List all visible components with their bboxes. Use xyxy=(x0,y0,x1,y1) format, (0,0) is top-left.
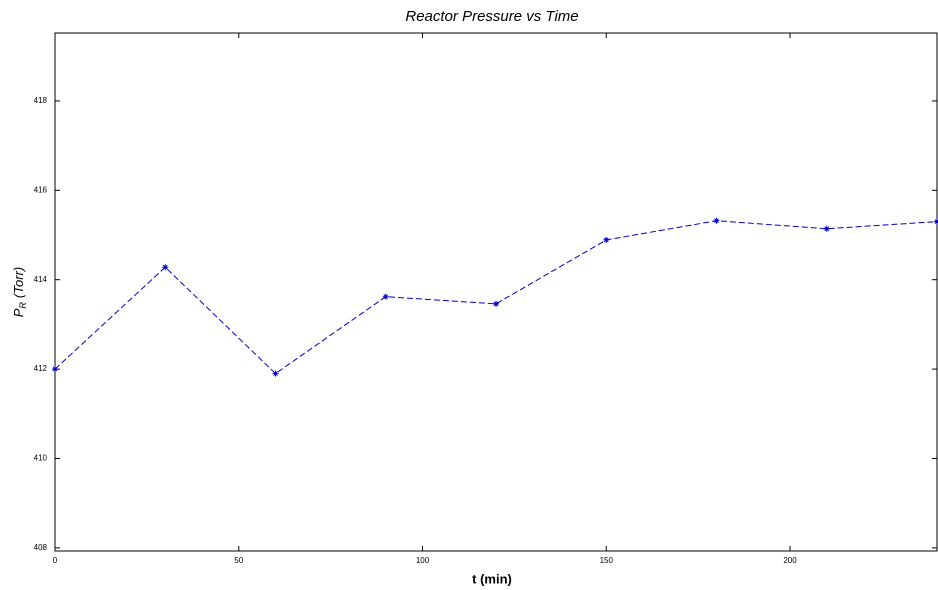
x-tick-label: 200 xyxy=(783,556,797,565)
chart-title: Reactor Pressure vs Time xyxy=(405,8,578,25)
y-label-unit: (Torr) xyxy=(11,267,26,298)
y-tick-label: 418 xyxy=(34,96,48,105)
x-axis-label: t (min) xyxy=(472,571,512,586)
data-point xyxy=(493,300,499,307)
plot-frame xyxy=(54,32,938,552)
y-label-symbol: P xyxy=(11,308,26,317)
y-label-subscript: R xyxy=(18,302,28,309)
data-point xyxy=(162,264,169,271)
data-point xyxy=(713,217,720,224)
y-tick-label: 412 xyxy=(34,364,48,373)
x-tick-label: 0 xyxy=(53,556,58,565)
y-axis-label: PR (Torr) xyxy=(11,267,28,317)
data-point xyxy=(603,236,610,243)
data-point xyxy=(382,293,389,300)
y-tick-label: 410 xyxy=(34,454,48,463)
data-point xyxy=(934,218,938,225)
data-point xyxy=(52,366,58,373)
y-tick-label: 408 xyxy=(34,543,48,552)
x-tick-label: 100 xyxy=(416,556,430,565)
data-point xyxy=(823,225,830,232)
y-axis-label-text: PR (Torr) xyxy=(11,267,28,317)
data-line xyxy=(54,220,938,375)
y-tick-label: 414 xyxy=(34,275,48,284)
data-point xyxy=(272,370,279,377)
x-tick-label: 150 xyxy=(600,556,614,565)
x-tick-label: 50 xyxy=(234,556,243,565)
y-tick-label: 416 xyxy=(34,185,48,194)
